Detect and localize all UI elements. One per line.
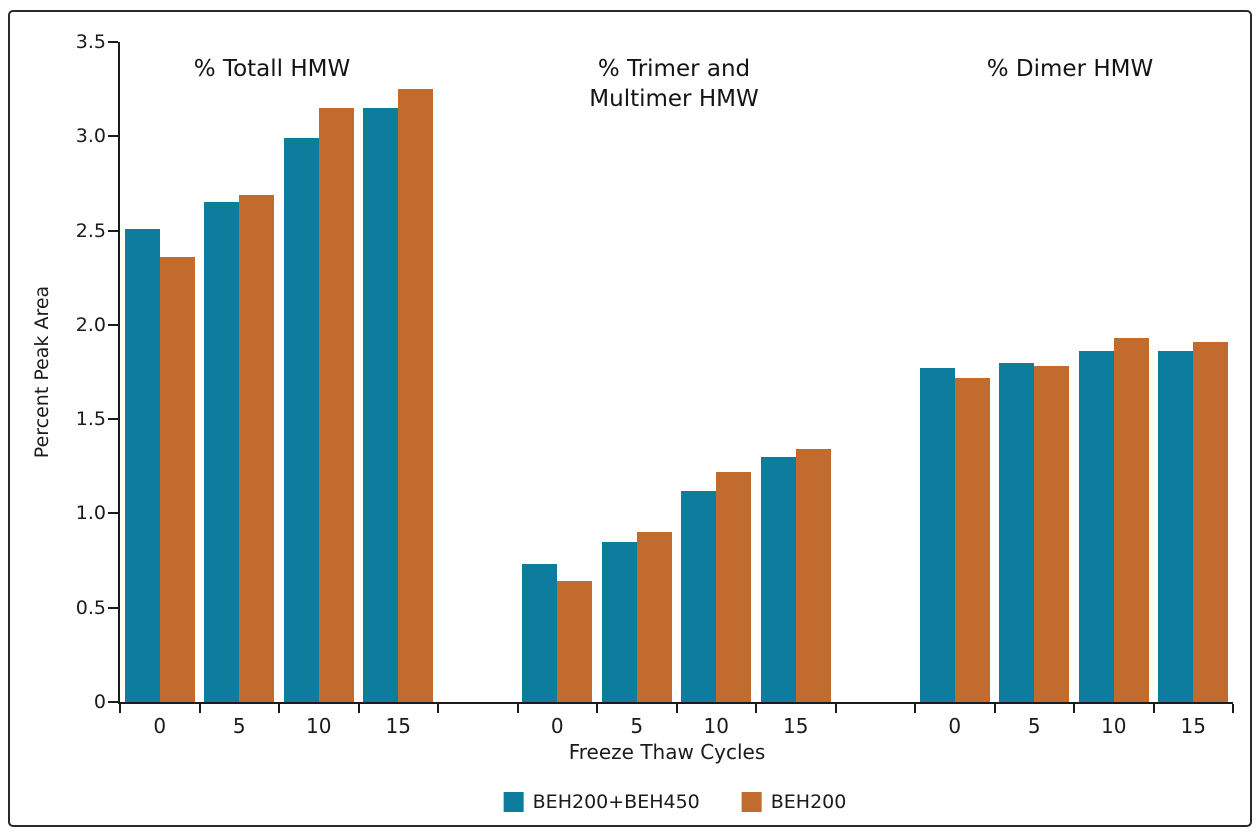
bar-beh200-beh450 — [601, 541, 637, 702]
y-axis-line — [118, 42, 120, 704]
legend-label: BEH200 — [770, 791, 847, 813]
y-tick-label: 1.5 — [75, 408, 106, 431]
bar-beh200-beh450 — [1078, 351, 1114, 702]
x-category-label: 0 — [550, 714, 564, 738]
x-category-label: 15 — [1180, 714, 1206, 738]
legend-item-beh200-beh450: BEH200+BEH450 — [503, 791, 700, 813]
group-title-dimer-hmw: % Dimer HMW — [986, 56, 1154, 82]
x-tick-mark — [198, 704, 201, 713]
x-category-label: 10 — [703, 714, 729, 738]
figure-border — [8, 10, 1252, 827]
legend-swatch-orange — [741, 792, 762, 812]
bar-beh200 — [557, 581, 593, 702]
x-category-label: 10 — [1101, 714, 1127, 738]
bar-beh200 — [716, 471, 752, 702]
y-tick-mark — [108, 135, 118, 138]
bar-beh200-beh450 — [999, 362, 1035, 702]
x-tick-mark — [1073, 704, 1075, 713]
bar-beh200 — [159, 256, 195, 702]
y-tick-mark — [108, 418, 118, 421]
bar-beh200 — [398, 89, 434, 702]
bar-beh200 — [1034, 366, 1070, 702]
y-tick-mark — [108, 701, 118, 703]
bar-beh200 — [795, 449, 831, 702]
x-category-label: 5 — [232, 714, 246, 738]
legend: BEH200+BEH450 BEH200 — [503, 791, 847, 813]
x-tick-mark — [596, 704, 598, 713]
x-tick-mark — [1152, 704, 1155, 713]
bar-beh200-beh450 — [283, 138, 319, 702]
x-tick-mark — [437, 704, 439, 713]
x-tick-mark — [516, 704, 519, 713]
y-tick-label: 2.5 — [75, 219, 106, 242]
x-category-label: 15 — [783, 714, 809, 738]
y-tick-label: 3.5 — [75, 31, 106, 53]
y-tick-mark — [108, 229, 118, 232]
y-tick-label: 1.0 — [75, 502, 106, 525]
y-tick-mark — [108, 41, 118, 43]
x-category-label: 10 — [306, 714, 332, 738]
y-tick-label: 3.0 — [75, 125, 106, 148]
bar-beh200-beh450 — [522, 564, 558, 702]
y-tick-mark — [108, 323, 118, 326]
y-tick-label: 0 — [93, 691, 106, 713]
x-category-label: 0 — [153, 714, 167, 738]
x-tick-mark — [834, 704, 837, 713]
bar-beh200-beh450 — [124, 228, 160, 702]
x-tick-mark — [755, 704, 757, 713]
x-tick-mark — [119, 704, 121, 713]
group-title-total-hmw: % Totall HMW — [193, 56, 351, 82]
y-axis-title: Percent Peak Area — [31, 285, 53, 459]
x-axis-title: Freeze Thaw Cycles — [568, 740, 766, 764]
bar-beh200-beh450 — [760, 456, 796, 702]
x-tick-mark — [914, 704, 916, 713]
x-tick-mark — [675, 704, 678, 713]
group-title-trimer-multimer-hmw: % Trimer and Multimer HMW — [589, 56, 759, 112]
bar-beh200 — [1113, 338, 1149, 702]
x-tick-mark — [993, 704, 996, 713]
bar-beh200-beh450 — [204, 202, 240, 702]
x-axis-line — [118, 702, 1233, 704]
legend-swatch-teal — [503, 792, 524, 812]
x-category-label: 0 — [948, 714, 962, 738]
y-tick-label: 2.0 — [75, 313, 106, 336]
bar-beh200-beh450 — [681, 490, 717, 702]
x-tick-mark — [357, 704, 360, 713]
legend-label: BEH200+BEH450 — [532, 791, 700, 813]
y-tick-mark — [108, 512, 118, 515]
x-category-label: 5 — [630, 714, 644, 738]
bar-beh200 — [239, 194, 275, 702]
bar-beh200 — [636, 532, 672, 702]
legend-item-beh200: BEH200 — [741, 791, 847, 813]
bar-beh200 — [954, 377, 990, 702]
y-tick-label: 0.5 — [75, 596, 106, 619]
x-tick-mark — [278, 704, 280, 713]
bar-beh200 — [318, 108, 354, 702]
x-category-label: 15 — [385, 714, 411, 738]
bar-beh200-beh450 — [363, 108, 399, 702]
y-tick-mark — [108, 606, 118, 609]
bar-beh200-beh450 — [919, 368, 955, 702]
bar-beh200-beh450 — [1158, 351, 1194, 702]
x-tick-mark — [1232, 704, 1234, 713]
bar-beh200 — [1193, 341, 1229, 702]
x-category-label: 5 — [1027, 714, 1041, 738]
